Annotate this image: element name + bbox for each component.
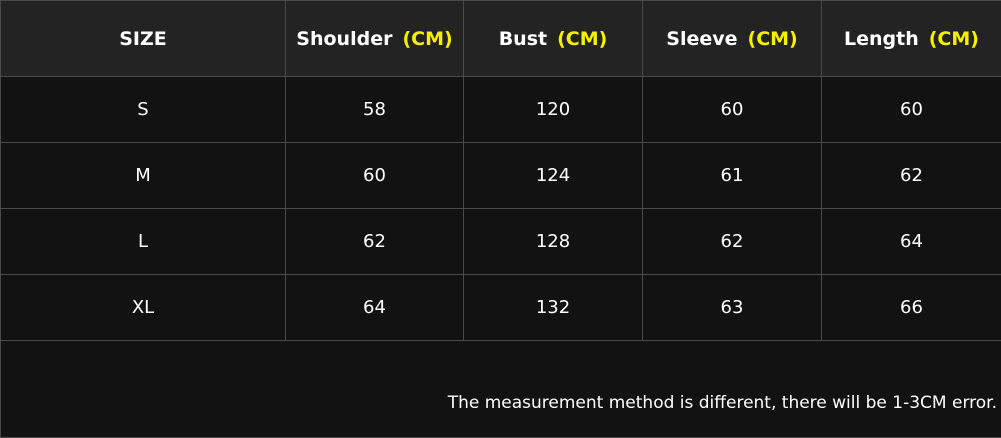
header-label: Shoulder: [296, 28, 392, 50]
cell-bust: 120: [464, 77, 643, 143]
cell-bust: 124: [464, 143, 643, 209]
header-label: SIZE: [119, 28, 167, 50]
header-unit: (CM): [402, 28, 452, 50]
header-bust: Bust (CM): [464, 1, 643, 77]
header-unit: (CM): [929, 28, 979, 50]
header-unit: (CM): [748, 28, 798, 50]
cell-bust: 132: [464, 275, 643, 341]
cell-bust: 128: [464, 209, 643, 275]
header-shoulder: Shoulder (CM): [286, 1, 464, 77]
header-row: SIZE Shoulder (CM) Bust (CM) Sleeve (CM) Le…: [1, 1, 1001, 77]
cell-sleeve: 60: [643, 77, 822, 143]
cell-shoulder: 62: [286, 209, 464, 275]
cell-length: 64: [822, 209, 1001, 275]
header-sleeve: Sleeve (CM): [643, 1, 822, 77]
cell-size: M: [1, 143, 286, 209]
cell-size: S: [1, 77, 286, 143]
cell-shoulder: 60: [286, 143, 464, 209]
cell-sleeve: 62: [643, 209, 822, 275]
header-unit: (CM): [557, 28, 607, 50]
cell-size: XL: [1, 275, 286, 341]
cell-shoulder: 64: [286, 275, 464, 341]
header-label: Sleeve: [666, 28, 737, 50]
cell-sleeve: 61: [643, 143, 822, 209]
cell-length: 62: [822, 143, 1001, 209]
header-length: Length (CM): [822, 1, 1001, 77]
cell-shoulder: 58: [286, 77, 464, 143]
header-size: SIZE: [1, 1, 286, 77]
header-label: Bust: [499, 28, 547, 50]
cell-sleeve: 63: [643, 275, 822, 341]
cell-length: 60: [822, 77, 1001, 143]
cell-size: L: [1, 209, 286, 275]
measurement-note: The measurement method is different, the…: [1, 341, 1001, 438]
cell-length: 66: [822, 275, 1001, 341]
footer-row: The measurement method is different, the…: [1, 341, 1001, 438]
header-label: Length: [844, 28, 919, 50]
